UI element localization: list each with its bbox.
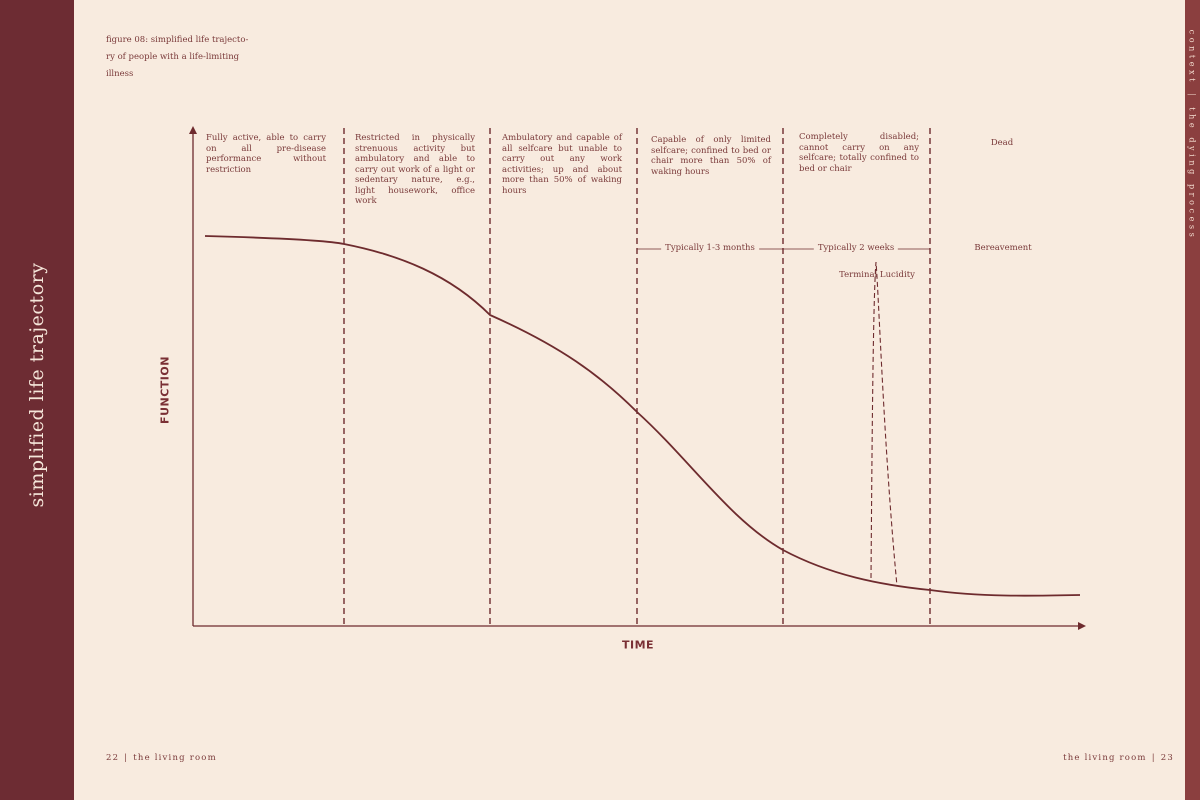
footer-right: the living room | 23 <box>1063 753 1174 763</box>
figure-caption: figure 08: simplified life trajecto-ry o… <box>106 35 249 79</box>
y-axis-arrow <box>189 126 197 134</box>
left-color-band <box>0 0 74 800</box>
x-axis-arrow <box>1078 622 1086 630</box>
right-color-band <box>1185 0 1200 800</box>
stage-5-description: Completely disabled; cannot carry on any… <box>799 132 919 174</box>
footer-left: 22 | the living room <box>106 753 217 763</box>
timeframe-bereavement: Bereavement <box>970 243 1036 253</box>
footer-left-separator: | <box>124 753 129 763</box>
footer-right-separator: | <box>1151 753 1156 763</box>
terminal-lucidity-label: Terminal Lucidity <box>839 270 915 280</box>
stage-6-description: Dead <box>990 138 1014 148</box>
timeframe-months: Typically 1-3 months <box>661 243 759 253</box>
stage-3-description: Ambulatory and capable of all selfcare b… <box>502 133 622 196</box>
publication-title-left: the living room <box>133 753 217 763</box>
x-axis-label: TIME <box>621 638 655 652</box>
page-number-right: 23 <box>1160 753 1174 763</box>
page-number-left: 22 <box>106 753 120 763</box>
stage-4-description: Capable of only limited selfcare; confin… <box>651 135 771 177</box>
function-curve <box>204 235 1081 597</box>
publication-title-right: the living room <box>1063 753 1147 763</box>
stage-2-description: Restricted in physically strenuous activ… <box>355 133 475 206</box>
stage-1-description: Fully active, able to carry on all pre-d… <box>206 133 326 175</box>
y-axis-label: FUNCTION <box>158 356 172 424</box>
terminal-lucidity-spike <box>870 261 898 587</box>
timeframe-weeks: Typically 2 weeks <box>813 243 899 253</box>
